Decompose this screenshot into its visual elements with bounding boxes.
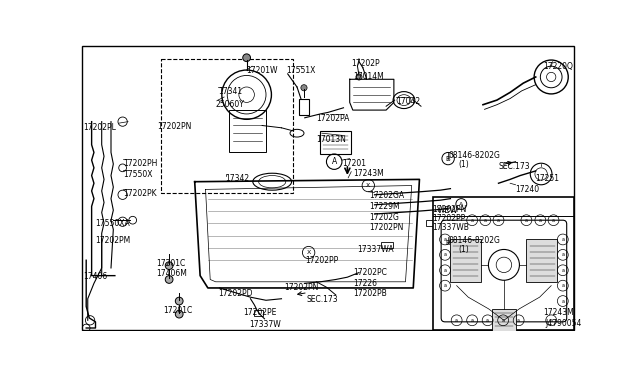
Text: a: a [550, 318, 553, 323]
Text: 08146-8202G: 08146-8202G [449, 151, 500, 160]
Text: a: a [444, 268, 447, 273]
Text: a: a [470, 218, 474, 223]
Bar [527, 240, 557, 282]
Text: A: A [459, 202, 463, 206]
Text: 17220Q: 17220Q [543, 62, 573, 71]
Text: 17550XA: 17550XA [95, 219, 131, 228]
Text: 17337W: 17337W [249, 320, 281, 329]
Text: a: a [455, 318, 458, 323]
Text: (1): (1) [458, 160, 469, 169]
Text: 17201W: 17201W [246, 66, 278, 75]
Text: a: a [484, 218, 487, 223]
Circle shape [301, 85, 307, 91]
Text: a: a [561, 268, 564, 273]
Text: a: a [525, 218, 528, 223]
Text: X: X [307, 250, 311, 255]
Text: 17202PB: 17202PB [353, 289, 387, 298]
Text: 17202PN: 17202PN [433, 205, 467, 214]
Text: B: B [445, 155, 451, 161]
Text: 17551X: 17551X [286, 66, 316, 75]
Text: 17342: 17342 [226, 174, 250, 183]
Text: X: X [366, 183, 371, 188]
Text: a: a [561, 252, 564, 257]
Text: 17201C: 17201C [164, 307, 193, 315]
Text: 17202PE: 17202PE [243, 308, 276, 317]
Text: 17406M: 17406M [156, 269, 187, 279]
Text: SEC.173: SEC.173 [307, 295, 338, 304]
Text: 17240: 17240 [516, 185, 540, 194]
Text: 17014M: 17014M [353, 71, 383, 81]
Text: 17202PN: 17202PN [285, 283, 319, 292]
Text: 17202G: 17202G [369, 212, 399, 221]
Circle shape [175, 297, 183, 305]
Bar [381, 242, 393, 248]
Text: 25060Y: 25060Y [216, 100, 244, 109]
Bar [320, 131, 351, 154]
Bar [492, 309, 516, 332]
Text: 17202PN: 17202PN [369, 223, 403, 232]
Text: a: a [561, 237, 564, 242]
Text: 17337WB: 17337WB [433, 223, 470, 232]
Text: A: A [332, 157, 337, 166]
Text: 17226: 17226 [353, 279, 377, 289]
Bar [433, 197, 575, 330]
Text: 17202P: 17202P [351, 58, 380, 67]
Text: 17202PP: 17202PP [305, 256, 339, 265]
Text: 17042: 17042 [396, 97, 420, 106]
Text: a: a [552, 218, 555, 223]
Bar [253, 310, 263, 316]
Bar [451, 240, 481, 282]
Text: a: a [502, 318, 505, 323]
Text: 17243M: 17243M [353, 169, 383, 179]
Text: J4790054: J4790054 [545, 319, 581, 328]
Text: 17251: 17251 [536, 174, 560, 183]
Text: 17201: 17201 [342, 158, 366, 168]
Bar [229, 110, 266, 153]
Text: a: a [539, 218, 542, 223]
Text: 17202PH: 17202PH [124, 158, 158, 168]
Circle shape [165, 262, 173, 269]
Circle shape [165, 276, 173, 283]
Text: 17202PA: 17202PA [316, 114, 349, 123]
Text: 08146-8202G: 08146-8202G [449, 235, 500, 245]
Text: 17202PL: 17202PL [83, 123, 116, 132]
Text: 17337WA: 17337WA [358, 245, 394, 254]
Text: a: a [486, 318, 489, 323]
Text: a: a [444, 252, 447, 257]
Text: 17202PC: 17202PC [353, 268, 387, 277]
Text: (1): (1) [458, 245, 469, 254]
Text: B: B [445, 240, 451, 246]
Bar [426, 220, 438, 226]
Text: 17341: 17341 [218, 87, 242, 96]
Text: 17202PD: 17202PD [218, 289, 252, 298]
Text: 17202PN: 17202PN [157, 122, 192, 131]
Text: a: a [497, 218, 500, 223]
Text: 17202PK: 17202PK [124, 189, 157, 198]
Text: 17406: 17406 [83, 272, 108, 281]
Circle shape [356, 74, 362, 80]
Circle shape [175, 310, 183, 318]
Text: 17013N: 17013N [316, 135, 346, 144]
Circle shape [243, 54, 250, 62]
Text: 17243M: 17243M [543, 308, 574, 317]
Text: a: a [561, 299, 564, 304]
Text: a: a [561, 283, 564, 288]
Text: 17202PM: 17202PM [95, 235, 131, 245]
Text: a: a [444, 237, 447, 242]
Bar [298, 99, 309, 115]
Text: 17229M: 17229M [369, 202, 400, 211]
Bar [161, 58, 293, 193]
Text: SEC.173: SEC.173 [499, 162, 530, 171]
Text: a: a [470, 318, 474, 323]
Text: 17550X: 17550X [124, 170, 153, 179]
Text: 17201C: 17201C [156, 260, 185, 269]
Text: 17202GA: 17202GA [369, 191, 404, 200]
Text: VIEW: VIEW [437, 206, 459, 215]
Text: a: a [444, 283, 447, 288]
Text: 17202PP: 17202PP [433, 214, 466, 223]
Text: a: a [517, 318, 520, 323]
